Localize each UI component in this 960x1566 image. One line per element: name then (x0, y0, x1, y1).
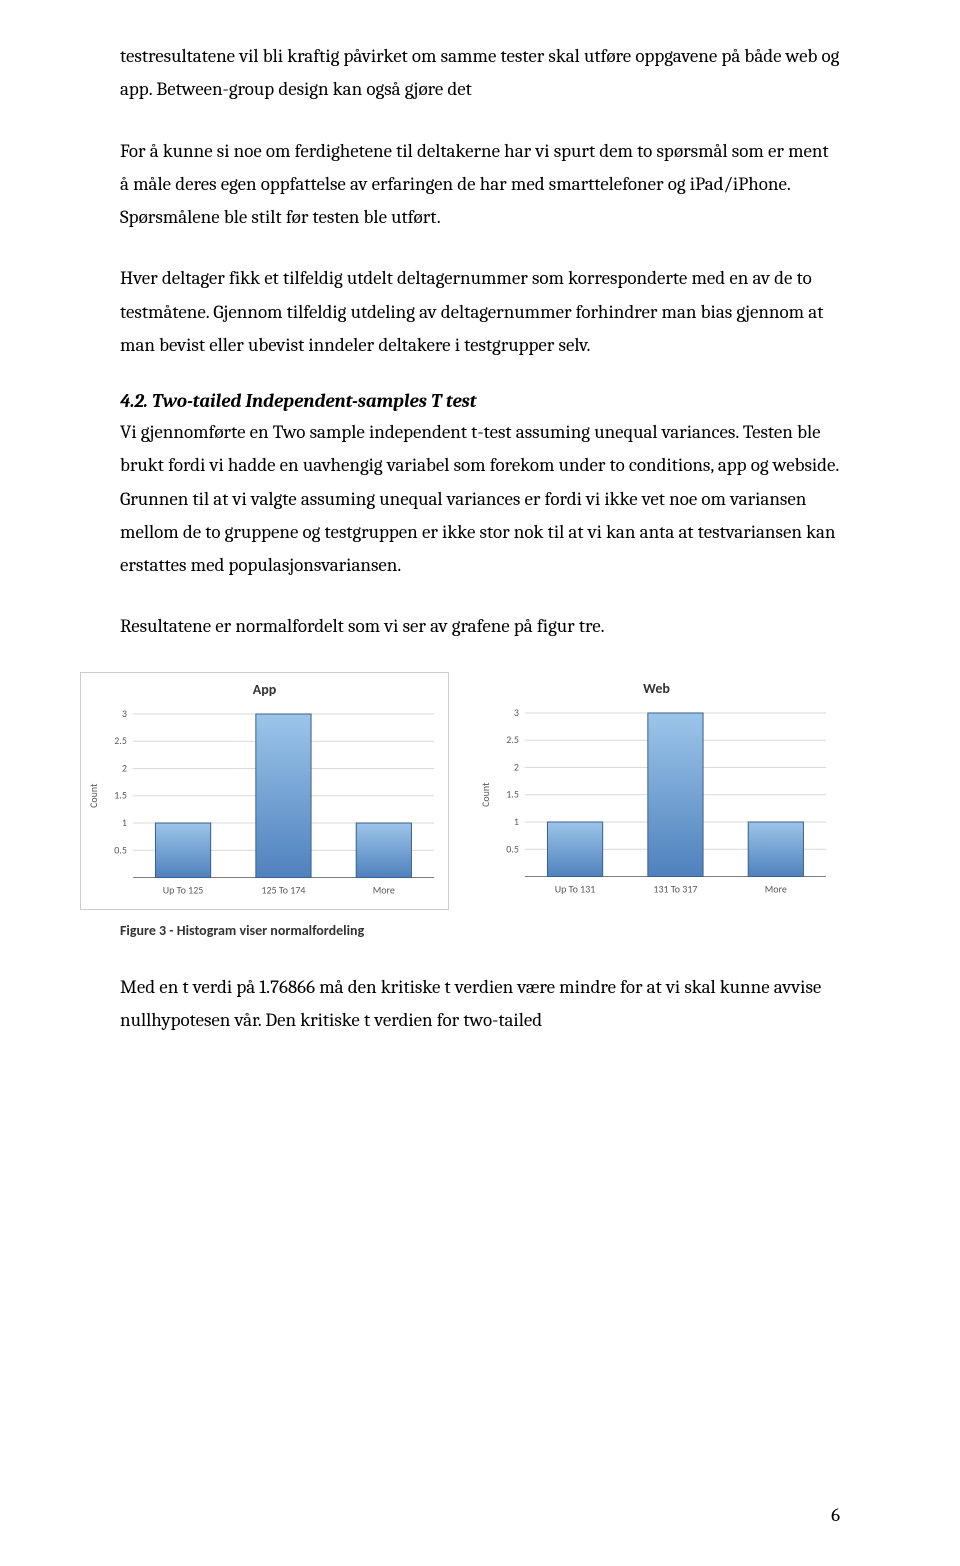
svg-text:131 To 317: 131 To 317 (653, 883, 697, 895)
paragraph-2: For å kunne si noe om ferdighetene til d… (120, 135, 840, 235)
svg-text:Up To 125: Up To 125 (163, 884, 204, 896)
page-number: 6 (831, 1504, 840, 1526)
chart-web: Web 0.5 1 1.5 2 2.5 3 Up To 131 131 To 317 More C… (473, 672, 840, 910)
section-heading: 4.2. Two-tailed Independent-samples T te… (120, 390, 840, 412)
svg-text:3: 3 (514, 706, 519, 718)
svg-text:Count: Count (480, 781, 492, 806)
svg-text:125 To 174: 125 To 174 (261, 884, 305, 896)
svg-text:2: 2 (514, 761, 519, 773)
paragraph-4: Vi gjennomførte en Two sample independen… (120, 416, 840, 483)
chart-app: App 0.5 1 1.5 2 2.5 3 Up To 125 125 To 174 More C… (80, 672, 449, 910)
svg-text:1: 1 (514, 815, 519, 827)
svg-text:3: 3 (122, 707, 127, 719)
charts-container: App 0.5 1 1.5 2 2.5 3 Up To 125 125 To 174 More C… (80, 672, 840, 910)
paragraph-1: testresultatene vil bli kraftig påvirket… (120, 40, 840, 107)
svg-text:Count: Count (88, 782, 100, 807)
paragraph-6: Resultatene er normalfordelt som vi ser … (120, 610, 840, 643)
chart-web-title: Web (477, 680, 836, 697)
chart-app-title: App (85, 681, 444, 698)
chart-app-svg: 0.5 1 1.5 2 2.5 3 Up To 125 125 To 174 More Count (85, 706, 444, 905)
figure-caption: Figure 3 - Histogram viser normalfordeli… (120, 922, 840, 939)
svg-text:More: More (765, 883, 787, 895)
svg-text:2.5: 2.5 (506, 734, 519, 746)
paragraph-7: Med en t verdi på 1.76866 må den kritisk… (120, 971, 840, 1038)
svg-text:1.5: 1.5 (114, 789, 127, 801)
svg-text:Up To 131: Up To 131 (555, 883, 596, 895)
svg-text:2.5: 2.5 (114, 735, 127, 747)
svg-text:0.5: 0.5 (506, 843, 519, 855)
svg-text:2: 2 (122, 762, 127, 774)
svg-text:1.5: 1.5 (506, 788, 519, 800)
paragraph-3: Hver deltager fikk et tilfeldig utdelt d… (120, 262, 840, 362)
svg-text:1: 1 (122, 816, 127, 828)
svg-text:More: More (373, 884, 395, 896)
chart-web-svg: 0.5 1 1.5 2 2.5 3 Up To 131 131 To 317 More Count (477, 705, 836, 904)
svg-text:0.5: 0.5 (114, 844, 127, 856)
paragraph-5: Grunnen til at vi valgte assuming unequa… (120, 483, 840, 583)
